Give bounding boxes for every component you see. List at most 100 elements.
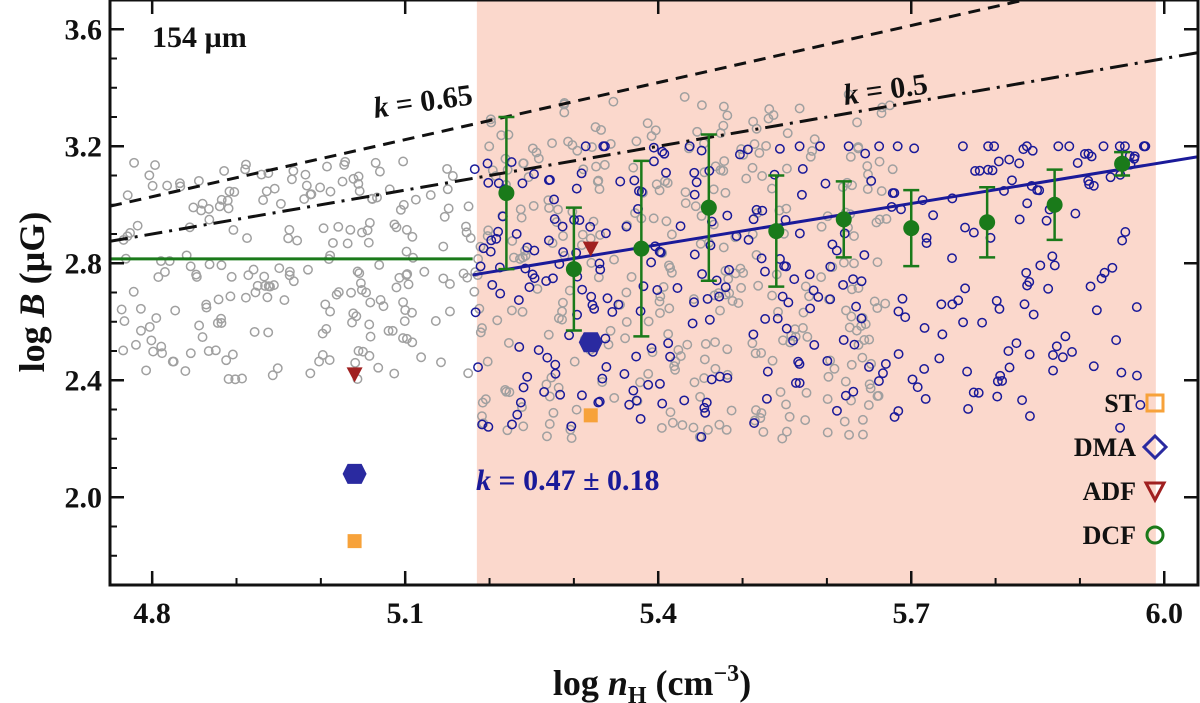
blue-point: [652, 285, 663, 295]
blue-point: [999, 185, 1009, 196]
gray-point: [531, 147, 542, 158]
blue-point: [1004, 154, 1015, 165]
gray-point: [794, 103, 805, 114]
blue-point: [654, 246, 665, 257]
gray-point: [395, 204, 406, 215]
blue-point: [722, 210, 733, 221]
gray-point: [262, 292, 273, 303]
gray-point: [292, 235, 303, 246]
gray-point: [256, 169, 267, 180]
blue-point: [822, 355, 833, 366]
blue-point: [1105, 172, 1116, 183]
gray-point: [288, 165, 299, 176]
blue-point: [1047, 251, 1058, 262]
gray-point: [353, 171, 364, 182]
blue-point: [543, 235, 554, 246]
gray-point: [874, 156, 885, 167]
gray-point: [480, 394, 491, 405]
gray-point: [801, 387, 812, 398]
legend-marker-dma: [1141, 433, 1169, 461]
blue-point: [992, 391, 1003, 402]
gray-point: [463, 368, 474, 379]
blue-point: [646, 257, 657, 268]
gray-point: [214, 201, 225, 212]
blue-point: [587, 300, 598, 310]
blue-point: [702, 293, 713, 304]
blue-point: [1091, 305, 1102, 316]
blue-point: [697, 269, 708, 279]
blue-point: [957, 141, 968, 152]
gray-point: [656, 422, 667, 433]
gray-point: [865, 383, 876, 394]
blue-point: [576, 168, 587, 179]
gray-point: [881, 214, 892, 224]
blue-point: [1088, 361, 1099, 372]
gray-point: [841, 305, 851, 316]
gray-point: [391, 222, 402, 233]
gray-point: [852, 117, 863, 128]
blue-point: [813, 292, 824, 302]
gray-point: [327, 237, 338, 248]
blue-point: [921, 238, 932, 249]
blue-point: [856, 313, 867, 324]
blue-point: [576, 390, 587, 401]
blue-point: [1060, 331, 1071, 342]
gray-point: [465, 233, 476, 244]
gray-point: [655, 308, 665, 318]
gray-point: [398, 199, 409, 210]
blue-point: [1099, 267, 1110, 278]
gray-point: [259, 271, 270, 282]
blue-point: [783, 297, 794, 308]
gray-point: [603, 339, 614, 350]
gray-point: [571, 404, 582, 415]
gray-point: [443, 203, 454, 214]
gray-point: [305, 368, 316, 379]
blue-point: [1084, 179, 1095, 190]
gray-point: [128, 286, 139, 297]
dcf-binned-point: [633, 240, 650, 257]
blue-point: [970, 165, 981, 176]
gray-point: [682, 339, 693, 350]
gray-point: [713, 288, 724, 299]
blue-point: [661, 167, 671, 178]
gray-point: [608, 96, 619, 107]
blue-point: [689, 167, 700, 178]
gray-point: [342, 238, 353, 249]
gray-point: [228, 225, 239, 235]
reference-line-k05: [110, 51, 1198, 243]
gray-point: [337, 176, 348, 187]
gray-point: [216, 194, 227, 205]
gray-point: [517, 402, 527, 413]
gray-point: [782, 128, 793, 139]
gray-point: [710, 363, 721, 374]
gray-point: [267, 370, 278, 381]
gray-point: [718, 101, 729, 112]
blue-point: [689, 189, 700, 200]
blue-point: [539, 386, 550, 397]
gray-point: [523, 172, 534, 183]
blue-point: [864, 362, 874, 372]
gray-point: [374, 259, 385, 270]
gray-point: [364, 319, 375, 330]
gray-point: [515, 253, 525, 264]
blue-point: [643, 379, 654, 390]
blue-point: [919, 364, 930, 374]
gray-point: [288, 276, 299, 287]
blue-point: [936, 299, 947, 310]
fit-k-label: k = 0.47 ± 0.18: [476, 464, 660, 497]
blue-point: [1022, 198, 1033, 209]
blue-point: [962, 366, 973, 377]
gray-point: [773, 306, 783, 317]
blue-point: [892, 141, 903, 152]
gray-point: [609, 392, 620, 403]
gray-point: [807, 146, 818, 156]
gray-point: [858, 429, 868, 440]
gray-point: [857, 352, 868, 363]
gray-point: [506, 305, 517, 316]
blue-point: [648, 156, 659, 167]
blue-point: [1067, 346, 1077, 357]
gray-point: [225, 291, 236, 302]
blue-point: [542, 352, 553, 363]
blue-point: [679, 395, 690, 406]
